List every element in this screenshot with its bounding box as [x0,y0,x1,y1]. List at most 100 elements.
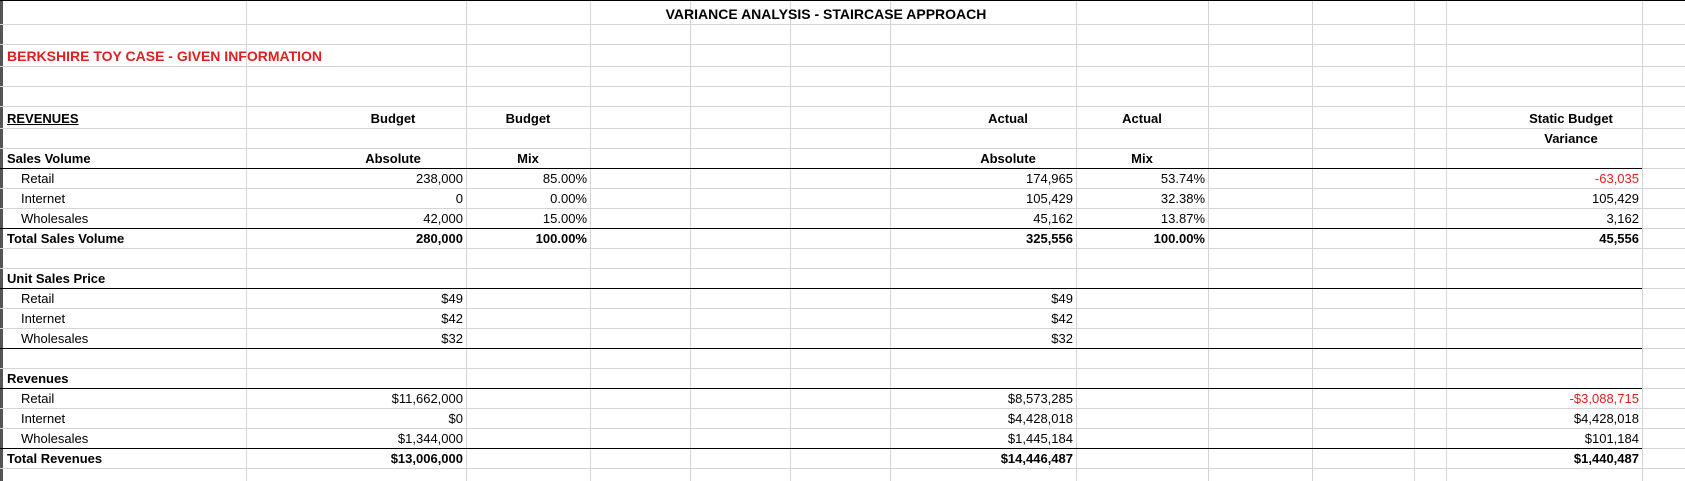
cell-budget-mix[interactable]: 85.00% [542,171,587,186]
column-gridline [1076,0,1077,481]
cell-variance[interactable]: -63,035 [1594,171,1639,186]
row-gridline [0,268,1685,269]
row-label-internet: Internet [21,191,66,206]
row-gridline [0,66,1685,67]
cell-actual-mix[interactable]: 32.38% [1160,191,1205,206]
cell-budget[interactable]: 238,000 [416,171,463,186]
cell-total-budget-mix[interactable]: 100.00% [535,231,587,246]
row-gridline [0,208,1685,209]
cell-budget-revenue[interactable]: $11,662,000 [391,391,463,406]
cell-total-variance[interactable]: 45,556 [1599,231,1639,246]
cell-actual-price[interactable]: $49 [1051,291,1073,306]
unit-price-header-border [0,288,1642,289]
header-actual-mix: Actual [1122,111,1162,126]
row-gridline [0,24,1685,25]
column-gridline [1446,0,1447,481]
case-title: BERKSHIRE TOY CASE - GIVEN INFORMATION [7,48,323,64]
total-revenues-top-border [0,448,1642,449]
cell-total-variance-revenue[interactable]: $1,440,487 [1573,451,1639,466]
total-sales-volume-top-border [0,228,1642,229]
cell-total-actual-mix[interactable]: 100.00% [1153,231,1205,246]
cell-actual-revenue[interactable]: $1,445,184 [1007,431,1073,446]
cell-variance[interactable]: 3,162 [1606,211,1639,226]
column-gridline [1414,0,1415,481]
cell-total-actual-revenue[interactable]: $14,446,487 [1000,451,1073,466]
cell-variance[interactable]: 105,429 [1592,191,1639,206]
column-gridline [1312,0,1313,481]
header-absolute: Absolute [365,151,421,166]
cell-budget-revenue[interactable]: $1,344,000 [397,431,463,446]
column-gridline [790,0,791,481]
row-label-internet: Internet [21,411,66,426]
unit-sales-price-label: Unit Sales Price [7,271,106,286]
row-gridline [0,86,1685,87]
cell-actual[interactable]: 45,162 [1033,211,1073,226]
row-label-retail: Retail [21,391,55,406]
total-sales-volume-label: Total Sales Volume [7,231,125,246]
column-gridline [890,0,891,481]
row-gridline [0,128,1685,129]
cell-budget-price[interactable]: $49 [441,291,463,306]
row-gridline [0,308,1685,309]
column-gridline [690,0,691,481]
row-gridline [0,248,1685,249]
cell-actual-price[interactable]: $42 [1051,311,1073,326]
row-label-wholesales: Wholesales [21,211,89,226]
column-gridline [1642,0,1643,481]
revenues-label: Revenues [7,371,69,386]
row-label-wholesales: Wholesales [21,331,89,346]
cell-variance-revenue[interactable]: -$3,088,715 [1569,391,1639,406]
cell-budget[interactable]: 0 [455,191,463,206]
cell-budget[interactable]: 42,000 [423,211,463,226]
header-actual-absolute: Actual [988,111,1028,126]
row-header-edge [0,0,3,481]
cell-budget-revenue[interactable]: $0 [448,411,463,426]
cell-variance-revenue[interactable]: $101,184 [1584,431,1639,446]
unit-price-bottom-border [0,348,1642,349]
cell-actual-mix[interactable]: 53.74% [1160,171,1205,186]
cell-actual-mix[interactable]: 13.87% [1160,211,1205,226]
sheet-title: VARIANCE ANALYSIS - STAIRCASE APPROACH [665,6,987,22]
cell-actual-revenue[interactable]: $4,428,018 [1007,411,1073,426]
column-gridline [246,0,247,481]
total-revenues-label: Total Revenues [7,451,103,466]
row-label-wholesales: Wholesales [21,431,89,446]
column-gridline [466,0,467,481]
sales-volume-label: Sales Volume [7,151,91,166]
header-budget-absolute: Budget [370,111,416,126]
cell-actual-price[interactable]: $32 [1051,331,1073,346]
row-gridline [0,468,1685,469]
cell-budget-mix[interactable]: 15.00% [542,211,587,226]
row-gridline [0,368,1685,369]
header-variance-bottom: Variance [1544,131,1598,146]
column-gridline [1208,0,1209,481]
revenues-header-border [0,388,1642,389]
cell-budget-mix[interactable]: 0.00% [550,191,587,206]
cell-actual[interactable]: 174,965 [1026,171,1073,186]
row-gridline [0,44,1685,45]
column-gridline [590,0,591,481]
cell-budget-price[interactable]: $32 [441,331,463,346]
header-mix: Mix [517,151,539,166]
row-gridline [0,408,1685,409]
row-gridline [0,188,1685,189]
row-gridline [0,428,1685,429]
top-border [0,0,1685,1]
row-gridline [0,328,1685,329]
cell-total-actual[interactable]: 325,556 [1026,231,1073,246]
section-label-revenues: REVENUES [7,111,79,126]
cell-variance-revenue[interactable]: $4,428,018 [1573,411,1639,426]
header-bottom-border [0,168,1642,169]
cell-actual[interactable]: 105,429 [1026,191,1073,206]
cell-total-budget[interactable]: 280,000 [416,231,463,246]
header-absolute-actual: Absolute [980,151,1036,166]
header-mix-actual: Mix [1131,151,1153,166]
cell-total-budget-revenue[interactable]: $13,006,000 [390,451,463,466]
header-budget-mix: Budget [505,111,551,126]
row-label-internet: Internet [21,311,66,326]
row-gridline [0,148,1685,149]
cell-actual-revenue[interactable]: $8,573,285 [1007,391,1073,406]
cell-budget-price[interactable]: $42 [441,311,463,326]
row-gridline [0,106,1685,107]
